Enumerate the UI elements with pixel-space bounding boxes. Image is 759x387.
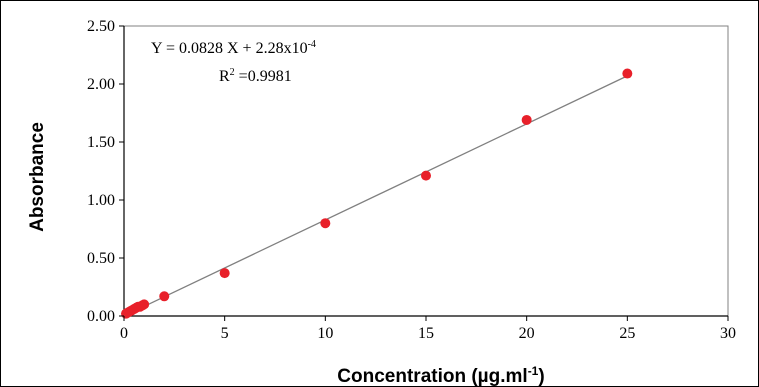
x-tick-label: 20 [519, 325, 535, 342]
data-point [421, 170, 431, 181]
data-point [139, 299, 150, 310]
x-tick-label: 5 [221, 325, 229, 342]
x-tick-label: 25 [619, 325, 635, 342]
y-tick-label: 1.50 [87, 134, 115, 151]
y-tick-label: 2.00 [87, 76, 115, 93]
trendline [123, 75, 628, 317]
ticks-layer: 0.00 0.50 1.00 1.50 2.00 2.50 0 5 10 15 20 25 30 [87, 18, 736, 342]
r-squared-label: R2 =0.9981 [219, 67, 292, 85]
regression-equation: Y = 0.0828 X + 2.28x10-4 [151, 39, 316, 57]
data-points-layer [121, 68, 633, 319]
x-tick-label: 30 [720, 325, 736, 342]
trendline-layer [123, 75, 628, 317]
y-tick-label: 1.00 [87, 192, 115, 209]
data-point [219, 268, 230, 279]
data-point [521, 114, 532, 125]
y-tick-label: 0.50 [87, 250, 115, 267]
data-point [622, 68, 633, 79]
data-point [159, 291, 170, 302]
y-tick-label: 2.50 [87, 18, 115, 35]
x-axis-title: Concentration (µg.ml-1) [337, 364, 544, 386]
x-tick-label: 0 [120, 325, 128, 342]
y-axis-title: Absorbance [27, 122, 48, 232]
data-point [320, 218, 331, 229]
x-tick-label: 15 [418, 325, 434, 342]
x-tick-label: 10 [317, 325, 333, 342]
y-tick-label: 0.00 [87, 308, 115, 325]
